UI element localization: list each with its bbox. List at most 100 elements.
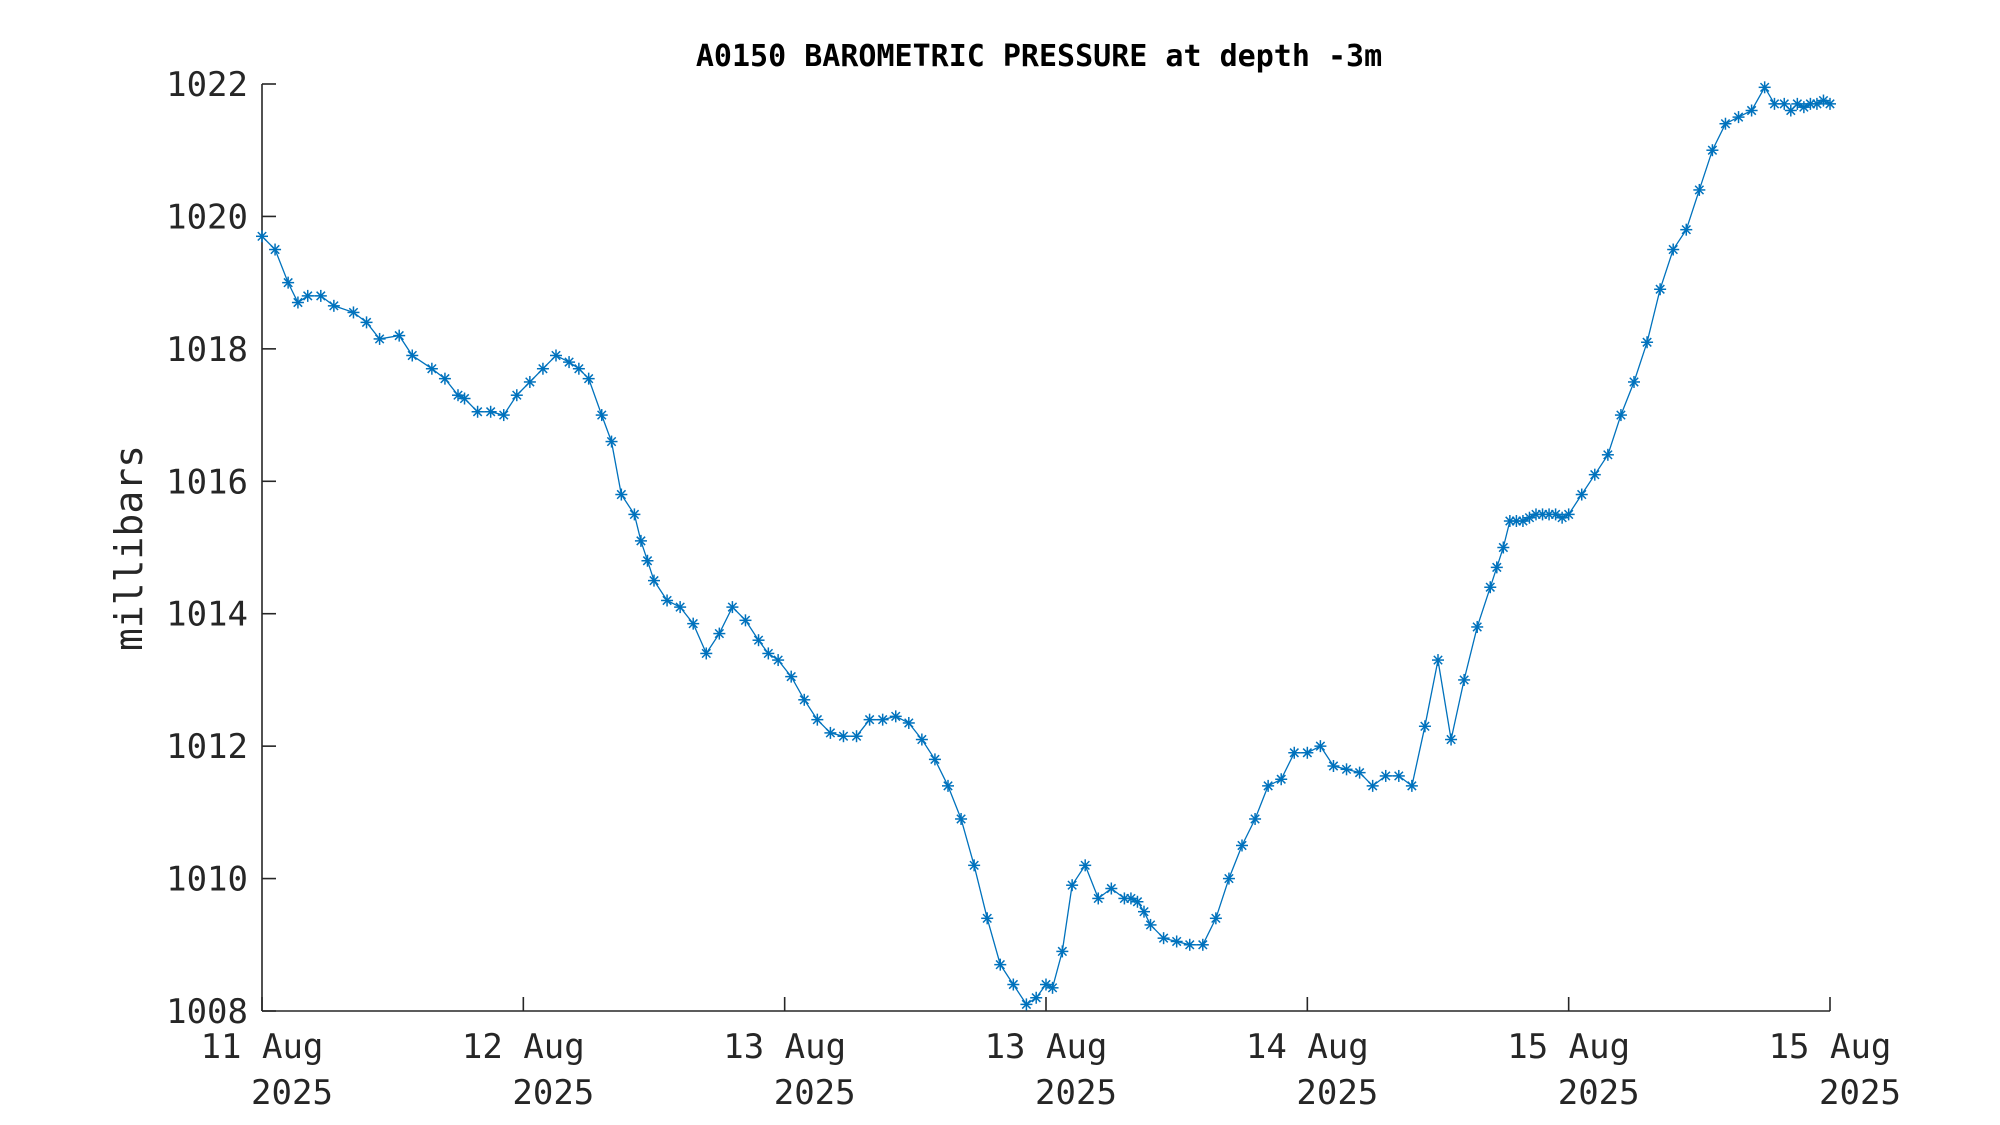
data-point bbox=[889, 710, 902, 723]
data-point bbox=[523, 375, 536, 388]
y-axis-ticks: 1008 1010 1012 1014 1016 1018 1020 1022 bbox=[166, 65, 276, 1032]
data-point bbox=[837, 730, 850, 743]
data-point bbox=[327, 299, 340, 312]
x-tick-label-date: 12 Aug bbox=[462, 1027, 585, 1067]
data-point bbox=[1157, 932, 1170, 945]
x-tick-label-year: 2025 bbox=[1819, 1073, 1901, 1113]
data-point bbox=[1458, 673, 1471, 686]
data-point bbox=[798, 693, 811, 706]
data-point bbox=[726, 601, 739, 614]
data-point bbox=[438, 372, 451, 385]
data-point bbox=[687, 617, 700, 630]
x-tick-label-date: 15 Aug bbox=[1769, 1027, 1892, 1067]
data-point bbox=[1693, 183, 1706, 196]
data-point bbox=[1249, 812, 1262, 825]
data-point bbox=[1778, 97, 1791, 110]
y-tick-label: 1020 bbox=[166, 197, 248, 237]
x-tick-label-date: 15 Aug bbox=[1507, 1027, 1630, 1067]
data-point bbox=[563, 356, 576, 369]
data-point bbox=[713, 627, 726, 640]
data-point bbox=[850, 730, 863, 743]
data-point bbox=[1379, 769, 1392, 782]
series-line bbox=[261, 86, 1831, 1006]
data-point bbox=[968, 859, 981, 872]
x-tick-label-year: 2025 bbox=[774, 1073, 856, 1113]
data-point bbox=[269, 243, 282, 256]
data-point bbox=[876, 713, 889, 726]
x-tick-label-year: 2025 bbox=[1035, 1073, 1117, 1113]
y-tick-label: 1016 bbox=[166, 462, 248, 502]
x-tick-label-year: 2025 bbox=[251, 1073, 333, 1113]
data-point bbox=[1020, 998, 1033, 1011]
x-tick-label-year: 2025 bbox=[1296, 1073, 1378, 1113]
data-point bbox=[1601, 448, 1614, 461]
x-tick-label-date: 11 Aug bbox=[201, 1027, 324, 1067]
data-point bbox=[1183, 938, 1196, 951]
data-point bbox=[1654, 283, 1667, 296]
data-point bbox=[641, 554, 654, 567]
data-point bbox=[550, 349, 562, 362]
data-point bbox=[510, 389, 523, 402]
x-tick-label-date: 13 Aug bbox=[985, 1027, 1108, 1067]
data-point bbox=[1405, 779, 1418, 792]
data-point bbox=[1680, 223, 1693, 236]
data-point bbox=[1138, 905, 1150, 918]
data-point bbox=[1030, 991, 1043, 1004]
x-tick-label-date: 14 Aug bbox=[1246, 1027, 1369, 1067]
data-point bbox=[1497, 541, 1510, 554]
data-point bbox=[1588, 468, 1601, 481]
data-point bbox=[1007, 978, 1020, 991]
y-axis-label: millibars bbox=[107, 445, 151, 651]
x-tick-label-year: 2025 bbox=[512, 1073, 594, 1113]
data-point bbox=[928, 753, 941, 766]
data-point bbox=[994, 958, 1007, 971]
data-point bbox=[373, 332, 386, 345]
data-point bbox=[1824, 97, 1836, 110]
y-tick-label: 1022 bbox=[166, 65, 248, 105]
data-point bbox=[1471, 620, 1484, 633]
data-point bbox=[628, 508, 641, 521]
data-point bbox=[1314, 740, 1327, 753]
data-point bbox=[595, 409, 608, 422]
data-point bbox=[863, 713, 876, 726]
data-point bbox=[1079, 859, 1092, 872]
data-point bbox=[1366, 779, 1379, 792]
data-point bbox=[1732, 111, 1745, 124]
data-point bbox=[772, 654, 785, 667]
data-point bbox=[1353, 766, 1366, 779]
y-tick-label: 1008 bbox=[166, 992, 248, 1032]
data-point bbox=[1262, 779, 1275, 792]
data-point bbox=[484, 405, 497, 418]
data-point bbox=[347, 306, 360, 319]
data-point bbox=[902, 716, 915, 729]
data-point bbox=[458, 392, 471, 405]
data-point bbox=[661, 594, 674, 607]
data-point bbox=[700, 647, 713, 660]
data-point bbox=[282, 276, 295, 289]
data-point bbox=[1046, 981, 1059, 994]
data-point bbox=[425, 362, 438, 375]
data-point bbox=[314, 289, 327, 302]
x-axis-ticks: 11 Aug 2025 12 Aug 2025 13 Aug 2025 13 Aug 2025… bbox=[201, 997, 1901, 1113]
y-tick-label: 1014 bbox=[166, 595, 248, 635]
data-point bbox=[674, 601, 687, 614]
data-point bbox=[1131, 895, 1144, 908]
data-point bbox=[1745, 104, 1758, 117]
data-point bbox=[1758, 81, 1771, 94]
data-point bbox=[824, 726, 837, 739]
data-point bbox=[256, 230, 268, 243]
data-point bbox=[360, 316, 373, 329]
data-point bbox=[981, 912, 994, 925]
data-point bbox=[811, 713, 824, 726]
data-point bbox=[1196, 938, 1209, 951]
data-point bbox=[1327, 760, 1340, 773]
data-point bbox=[1445, 733, 1458, 746]
data-point bbox=[1092, 892, 1105, 905]
data-point bbox=[1222, 872, 1235, 885]
data-point bbox=[1392, 769, 1405, 782]
data-point bbox=[942, 779, 954, 792]
data-point bbox=[1706, 144, 1719, 157]
data-point bbox=[1066, 879, 1079, 892]
data-point bbox=[406, 349, 419, 362]
